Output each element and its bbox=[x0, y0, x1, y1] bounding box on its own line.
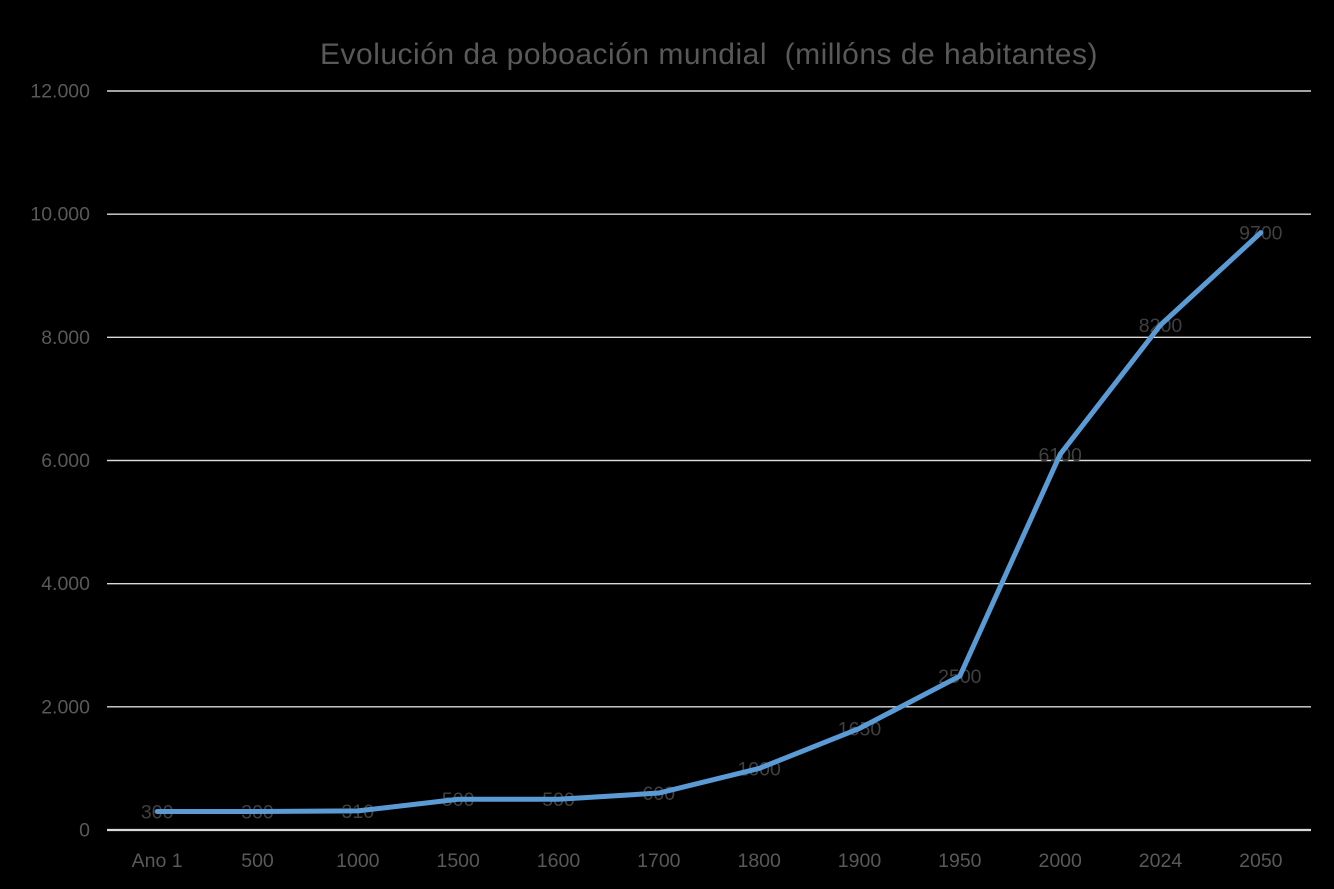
x-tick-label: 1950 bbox=[938, 850, 982, 872]
x-tick-label: 1900 bbox=[838, 850, 882, 872]
chart-title: Evolución da poboación mundial (millóns … bbox=[320, 38, 1098, 71]
x-tick-label: Ano 1 bbox=[132, 850, 183, 872]
y-tick-label: 8.000 bbox=[41, 327, 90, 349]
x-tick-label: 2024 bbox=[1139, 850, 1183, 872]
y-tick-label: 12.000 bbox=[30, 81, 90, 103]
x-tick-label: 1600 bbox=[537, 850, 581, 872]
population-series-line bbox=[154, 230, 1264, 815]
x-tick-label: 500 bbox=[241, 850, 274, 872]
x-tick-label: 1800 bbox=[737, 850, 781, 872]
y-tick-label: 10.000 bbox=[30, 204, 90, 226]
x-tick-label: 1000 bbox=[336, 850, 380, 872]
y-tick-label: 4.000 bbox=[41, 573, 90, 595]
y-tick-label: 6.000 bbox=[41, 450, 90, 472]
x-tick-label: 1700 bbox=[637, 850, 681, 872]
x-tick-label: 2050 bbox=[1239, 850, 1283, 872]
x-tick-label: 1500 bbox=[436, 850, 480, 872]
y-tick-label: 0 bbox=[79, 820, 90, 842]
x-tick-label: 2000 bbox=[1038, 850, 1082, 872]
y-tick-label: 2.000 bbox=[41, 696, 90, 718]
